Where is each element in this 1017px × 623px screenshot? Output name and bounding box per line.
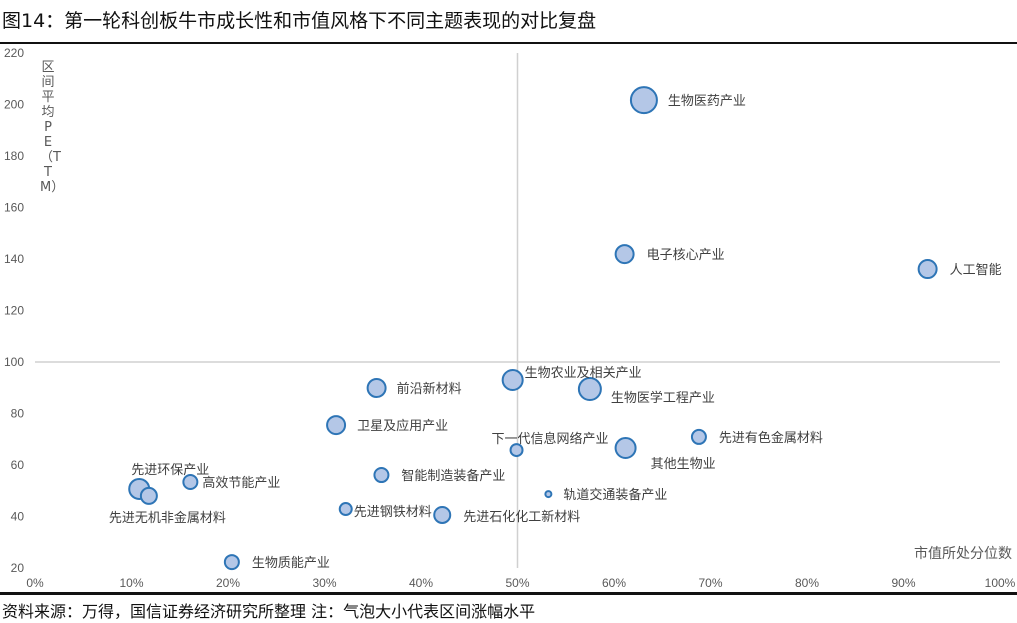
bubble [182,473,199,490]
bubble [690,428,707,445]
bubble [917,259,938,280]
bubble-label: 前沿新材料 [397,381,462,397]
bubble-label: 先进钢铁材料 [354,505,432,520]
y-axis-title: 区间平均PE（TTM） [40,60,65,195]
x-tick-label: 80% [795,576,819,590]
source-note: 资料来源：万得，国信证券经济研究所整理 注：气泡大小代表区间涨幅水平 [2,602,536,621]
x-tick-label: 10% [119,576,143,590]
bubble [614,244,635,265]
bottom-rule [0,592,1017,595]
top-rule [0,42,1017,44]
x-tick-label: 40% [409,576,433,590]
x-tick-label: 60% [602,576,626,590]
y-tick-label: 180 [4,149,24,163]
bubble-label: 先进有色金属材料 [719,430,823,446]
figure-title: 图14：第一轮科创板牛市成长性和市值风格下不同主题表现的对比复盘 [2,10,597,32]
bubble [501,369,524,392]
bubble [509,443,524,458]
bubble [338,502,353,517]
bubble-label: 高效节能产业 [202,475,280,491]
bubble-label: 卫星及应用产业 [357,418,448,434]
y-tick-label: 200 [4,98,24,112]
bubble-label: 生物医药产业 [668,94,746,109]
bubble [629,86,658,115]
x-tick-label: 90% [891,576,915,590]
x-tick-label: 50% [505,576,529,590]
bubble [326,415,347,436]
bubble-label: 生物医学工程产业 [611,390,715,406]
bubble-label: 先进无机非金属材料 [109,510,226,526]
y-tick-label: 40 [11,510,25,524]
bubble [544,490,553,499]
y-tick-label: 120 [4,304,24,318]
bubble-label: 先进环保产业 [131,463,209,478]
bubbles [128,86,938,571]
bubble [577,377,602,402]
bubble [139,486,158,505]
bubble-label: 其他生物业 [651,457,716,472]
reference-lines [35,53,1000,568]
x-tick-label: 30% [312,576,336,590]
bubble-label: 生物质能产业 [252,556,330,571]
bubble-label: 电子核心产业 [647,248,725,263]
bubble [366,378,387,399]
bubble-label: 先进石化化工新材料 [463,509,580,525]
y-tick-label: 60 [11,458,25,472]
bubble [433,505,452,524]
bubble [373,467,390,484]
x-tick-label: 100% [985,576,1016,590]
y-tick-label: 100 [4,355,24,369]
bubble-label: 生物农业及相关产业 [525,366,642,381]
y-tick-label: 140 [4,252,24,266]
bubble [614,437,637,460]
bubble [223,554,240,571]
y-tick-label: 20 [11,561,25,575]
x-tick-label: 70% [698,576,722,590]
y-tick-label: 80 [11,407,25,421]
bubble-label: 下一代信息网络产业 [492,431,609,447]
bubble-label: 轨道交通装备产业 [563,487,667,503]
y-tick-label: 160 [4,201,24,215]
x-axis-ticks: 0% 10% 20% 30% 40% 50% 60% 70% 80% 90% 100% [26,576,1015,590]
y-tick-label: 220 [4,46,24,60]
bubble-label: 人工智能 [950,263,1002,278]
x-tick-label: 20% [216,576,240,590]
bubble-label: 智能制造装备产业 [401,468,505,484]
y-axis-ticks: 20 40 60 80 100 120 140 160 180 200 220 [4,46,24,575]
x-tick-label: 0% [26,576,44,590]
x-axis-title: 市值所处分位数 [914,545,1012,562]
